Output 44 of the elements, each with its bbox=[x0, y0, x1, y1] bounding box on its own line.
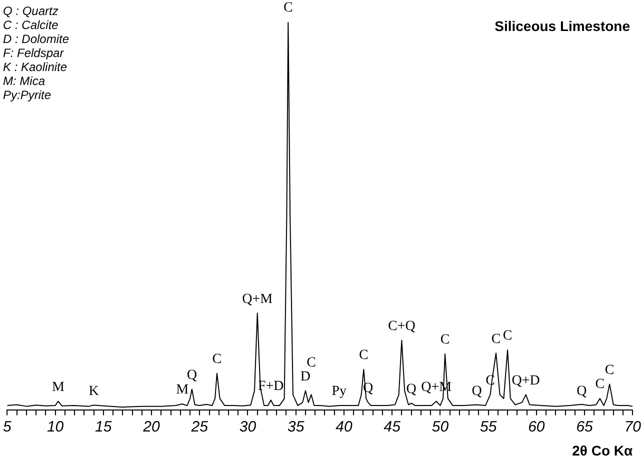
x-tick-label: 15 bbox=[95, 418, 112, 436]
annotation: C bbox=[212, 352, 222, 367]
x-tick-label: 20 bbox=[142, 418, 161, 436]
annotation: D : Dolomite bbox=[3, 32, 70, 46]
chart-title: Siliceous Limestone bbox=[494, 18, 630, 34]
annotation: M bbox=[176, 382, 190, 398]
annotation: C bbox=[359, 348, 368, 364]
annotation: C+Q bbox=[388, 318, 416, 334]
x-tick-label: 45 bbox=[384, 418, 402, 436]
x-tick-label: 30 bbox=[239, 418, 257, 436]
annotation: C bbox=[502, 328, 512, 344]
annotation: Q+M bbox=[242, 292, 274, 307]
annotation: Py bbox=[332, 384, 347, 400]
x-tick-label: 25 bbox=[190, 418, 209, 436]
annotation: C bbox=[306, 355, 316, 370]
annotation: Q bbox=[186, 368, 197, 383]
x-tick-label: 55 bbox=[480, 418, 498, 436]
annotation: C : Calcite bbox=[3, 18, 60, 32]
annotation: K bbox=[88, 384, 99, 399]
annotation: Q+D bbox=[512, 373, 540, 388]
annotation: C bbox=[491, 332, 501, 347]
annotation: M bbox=[52, 380, 65, 395]
x-tick-label: 5 bbox=[3, 418, 12, 436]
x-tick-label: 50 bbox=[432, 418, 450, 436]
annotation: C bbox=[440, 332, 450, 348]
annotation: Q bbox=[406, 382, 416, 397]
annotation: Q bbox=[472, 384, 482, 400]
x-tick-label: 70 bbox=[624, 418, 642, 436]
annotation: C bbox=[604, 362, 614, 378]
x-tick-label: 10 bbox=[46, 418, 64, 436]
annotation: D bbox=[300, 369, 311, 384]
annotation: M: Mica bbox=[3, 74, 46, 88]
x-tick-label: 60 bbox=[528, 418, 546, 436]
annotation: C bbox=[595, 377, 605, 392]
text: Q : Quartz bbox=[3, 4, 60, 18]
annotation: C bbox=[283, 0, 293, 16]
x-tick-label: 35 bbox=[288, 418, 305, 436]
annotation: K : Kaolinite bbox=[3, 60, 68, 74]
x-tick-label: 65 bbox=[576, 418, 594, 436]
annotation: Q bbox=[576, 384, 587, 400]
x-axis-title: 2θ Co Kα bbox=[572, 442, 634, 458]
annotation: Py:Pyrite bbox=[3, 88, 52, 102]
x-tick-label: 40 bbox=[336, 418, 353, 436]
annotation: F: Feldspar bbox=[3, 46, 66, 60]
